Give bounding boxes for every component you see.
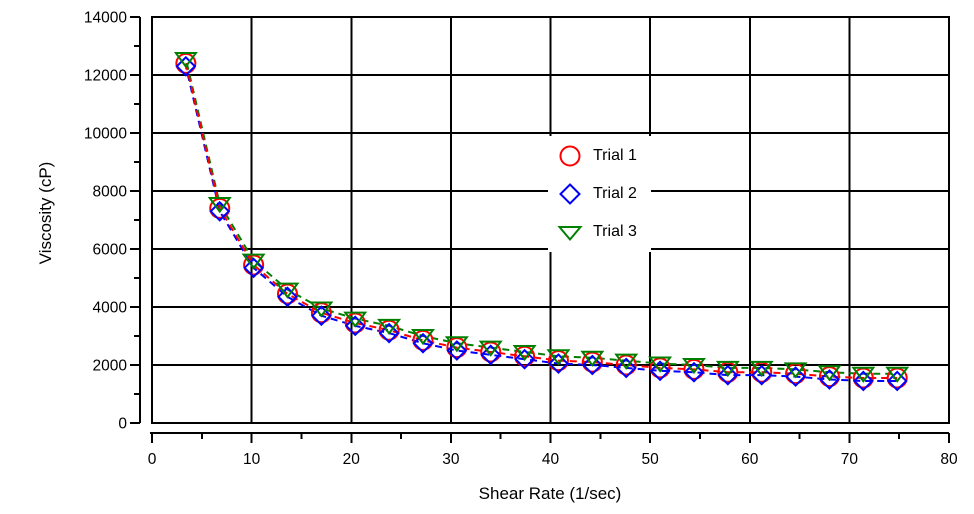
x-tick-label: 0 <box>148 451 157 468</box>
diamond-marker <box>683 361 705 383</box>
triangle-down-marker <box>614 353 639 370</box>
legend-item-trial-2: Trial 2 <box>556 175 637 213</box>
legend-label: Trial 2 <box>593 185 637 202</box>
diamond-marker-icon <box>559 183 581 205</box>
triangle-down-marker <box>275 282 300 299</box>
diamond-marker <box>344 315 366 337</box>
triangle-down-marker <box>207 197 232 214</box>
legend-item-trial-1: Trial 1 <box>556 137 637 175</box>
legend-item-trial-3: Trial 3 <box>556 213 637 251</box>
diamond-marker <box>514 348 536 370</box>
x-tick-label: 30 <box>442 451 460 468</box>
diamond-marker <box>378 322 400 344</box>
legend-label: Trial 3 <box>593 223 637 240</box>
triangle-down-marker <box>512 344 537 362</box>
triangle-down-marker <box>681 358 706 375</box>
x-axis-title: Shear Rate (1/sec) <box>478 484 622 503</box>
triangle-down-marker <box>817 365 842 382</box>
triangle-down-marker <box>749 360 774 378</box>
diamond-marker <box>751 364 773 386</box>
diamond-marker <box>277 286 298 308</box>
triangle-down-marker <box>580 350 605 367</box>
x-tick-label: 10 <box>243 451 261 468</box>
legend: Trial 1 Trial 2 Trial 3 <box>548 136 651 252</box>
diamond-marker <box>480 344 502 366</box>
diamond-marker <box>886 370 908 392</box>
triangle-down-marker <box>377 318 402 336</box>
diamond-marker <box>615 357 637 379</box>
triangle-down-marker <box>648 356 673 373</box>
diamond-marker <box>649 360 671 382</box>
y-axis-title: Viscosity (cP) <box>36 161 55 265</box>
diamond-marker <box>446 340 468 361</box>
diamond-marker <box>852 370 874 392</box>
circle-marker-icon <box>559 145 581 167</box>
triangle-down-marker-icon <box>557 226 583 242</box>
triangle-down-marker <box>309 301 334 318</box>
triangle-down-marker <box>715 360 740 378</box>
triangle-down-marker <box>546 349 571 366</box>
triangle-down-marker <box>173 52 198 69</box>
diamond-marker <box>548 353 569 374</box>
triangle-down-marker <box>851 366 876 383</box>
y-tick-label: 2000 <box>93 358 128 375</box>
diamond-marker <box>717 364 739 386</box>
triangle-down-marker <box>343 311 368 328</box>
y-tick-label: 6000 <box>93 242 128 259</box>
series-line-trial-1 <box>184 63 898 380</box>
diamond-marker <box>209 200 231 222</box>
y-tick-label: 0 <box>118 416 127 433</box>
triangle-down-marker <box>478 340 503 357</box>
diamond-marker <box>819 369 840 390</box>
diamond-marker <box>175 55 197 77</box>
y-tick-label: 12000 <box>84 68 127 85</box>
triangle-down-marker <box>783 362 808 379</box>
y-tick-label: 10000 <box>84 126 127 143</box>
x-tick-label: 60 <box>741 451 759 468</box>
diamond-marker <box>310 305 332 327</box>
diamond-marker <box>581 354 603 376</box>
diamond-marker <box>785 366 806 388</box>
diamond-marker <box>243 257 265 279</box>
legend-label: Trial 1 <box>593 147 637 164</box>
series-line-trial-3 <box>184 58 898 375</box>
triangle-down-marker <box>241 253 266 270</box>
series-line-trial-2 <box>184 66 898 382</box>
x-tick-label: 20 <box>343 451 361 468</box>
y-tick-label: 14000 <box>84 10 127 27</box>
diamond-marker <box>412 332 434 354</box>
x-tick-label: 80 <box>940 451 958 468</box>
triangle-down-marker <box>444 336 469 353</box>
triangle-down-marker <box>410 329 435 346</box>
x-tick-label: 50 <box>642 451 660 468</box>
x-tick-label: 70 <box>841 451 859 468</box>
triangle-down-marker <box>885 366 910 383</box>
y-tick-label: 8000 <box>93 184 128 201</box>
x-tick-label: 40 <box>542 451 560 468</box>
plot-frame <box>151 16 950 424</box>
y-tick-label: 4000 <box>93 300 128 317</box>
